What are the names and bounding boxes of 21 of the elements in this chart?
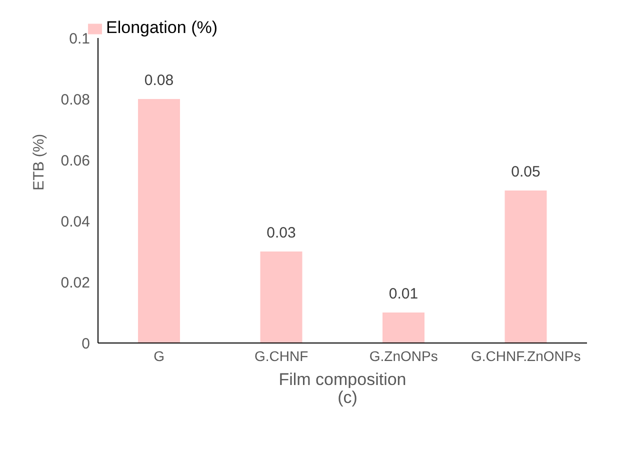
bar [260,252,302,343]
y-tick-label: 0.1 [69,30,90,48]
data-label: 0.03 [266,224,296,242]
data-label: 0.05 [511,164,540,180]
y-axis-title: ETB (%) [30,134,48,190]
x-tick-label: G.ZnONPs [369,348,438,364]
y-tick-label: 0 [82,335,90,352]
y-tick-label: 0.04 [60,213,90,230]
bar [138,99,180,343]
data-label: 0.08 [144,72,174,89]
legend-label: Elongation (%) [106,18,218,37]
x-tick-label: G.CHNF.ZnONPs [471,348,581,364]
text: (c) [336,388,358,408]
y-tick-label: 0.08 [60,91,90,108]
y-tick-label: 0.02 [60,274,90,292]
x-tick-label: G [154,348,165,364]
bar [504,190,547,343]
y-tick-label: 0.06 [60,152,90,170]
bar [382,312,424,343]
data-label: 0.01 [388,286,418,302]
x-tick-label: G.CHNF [254,348,308,364]
